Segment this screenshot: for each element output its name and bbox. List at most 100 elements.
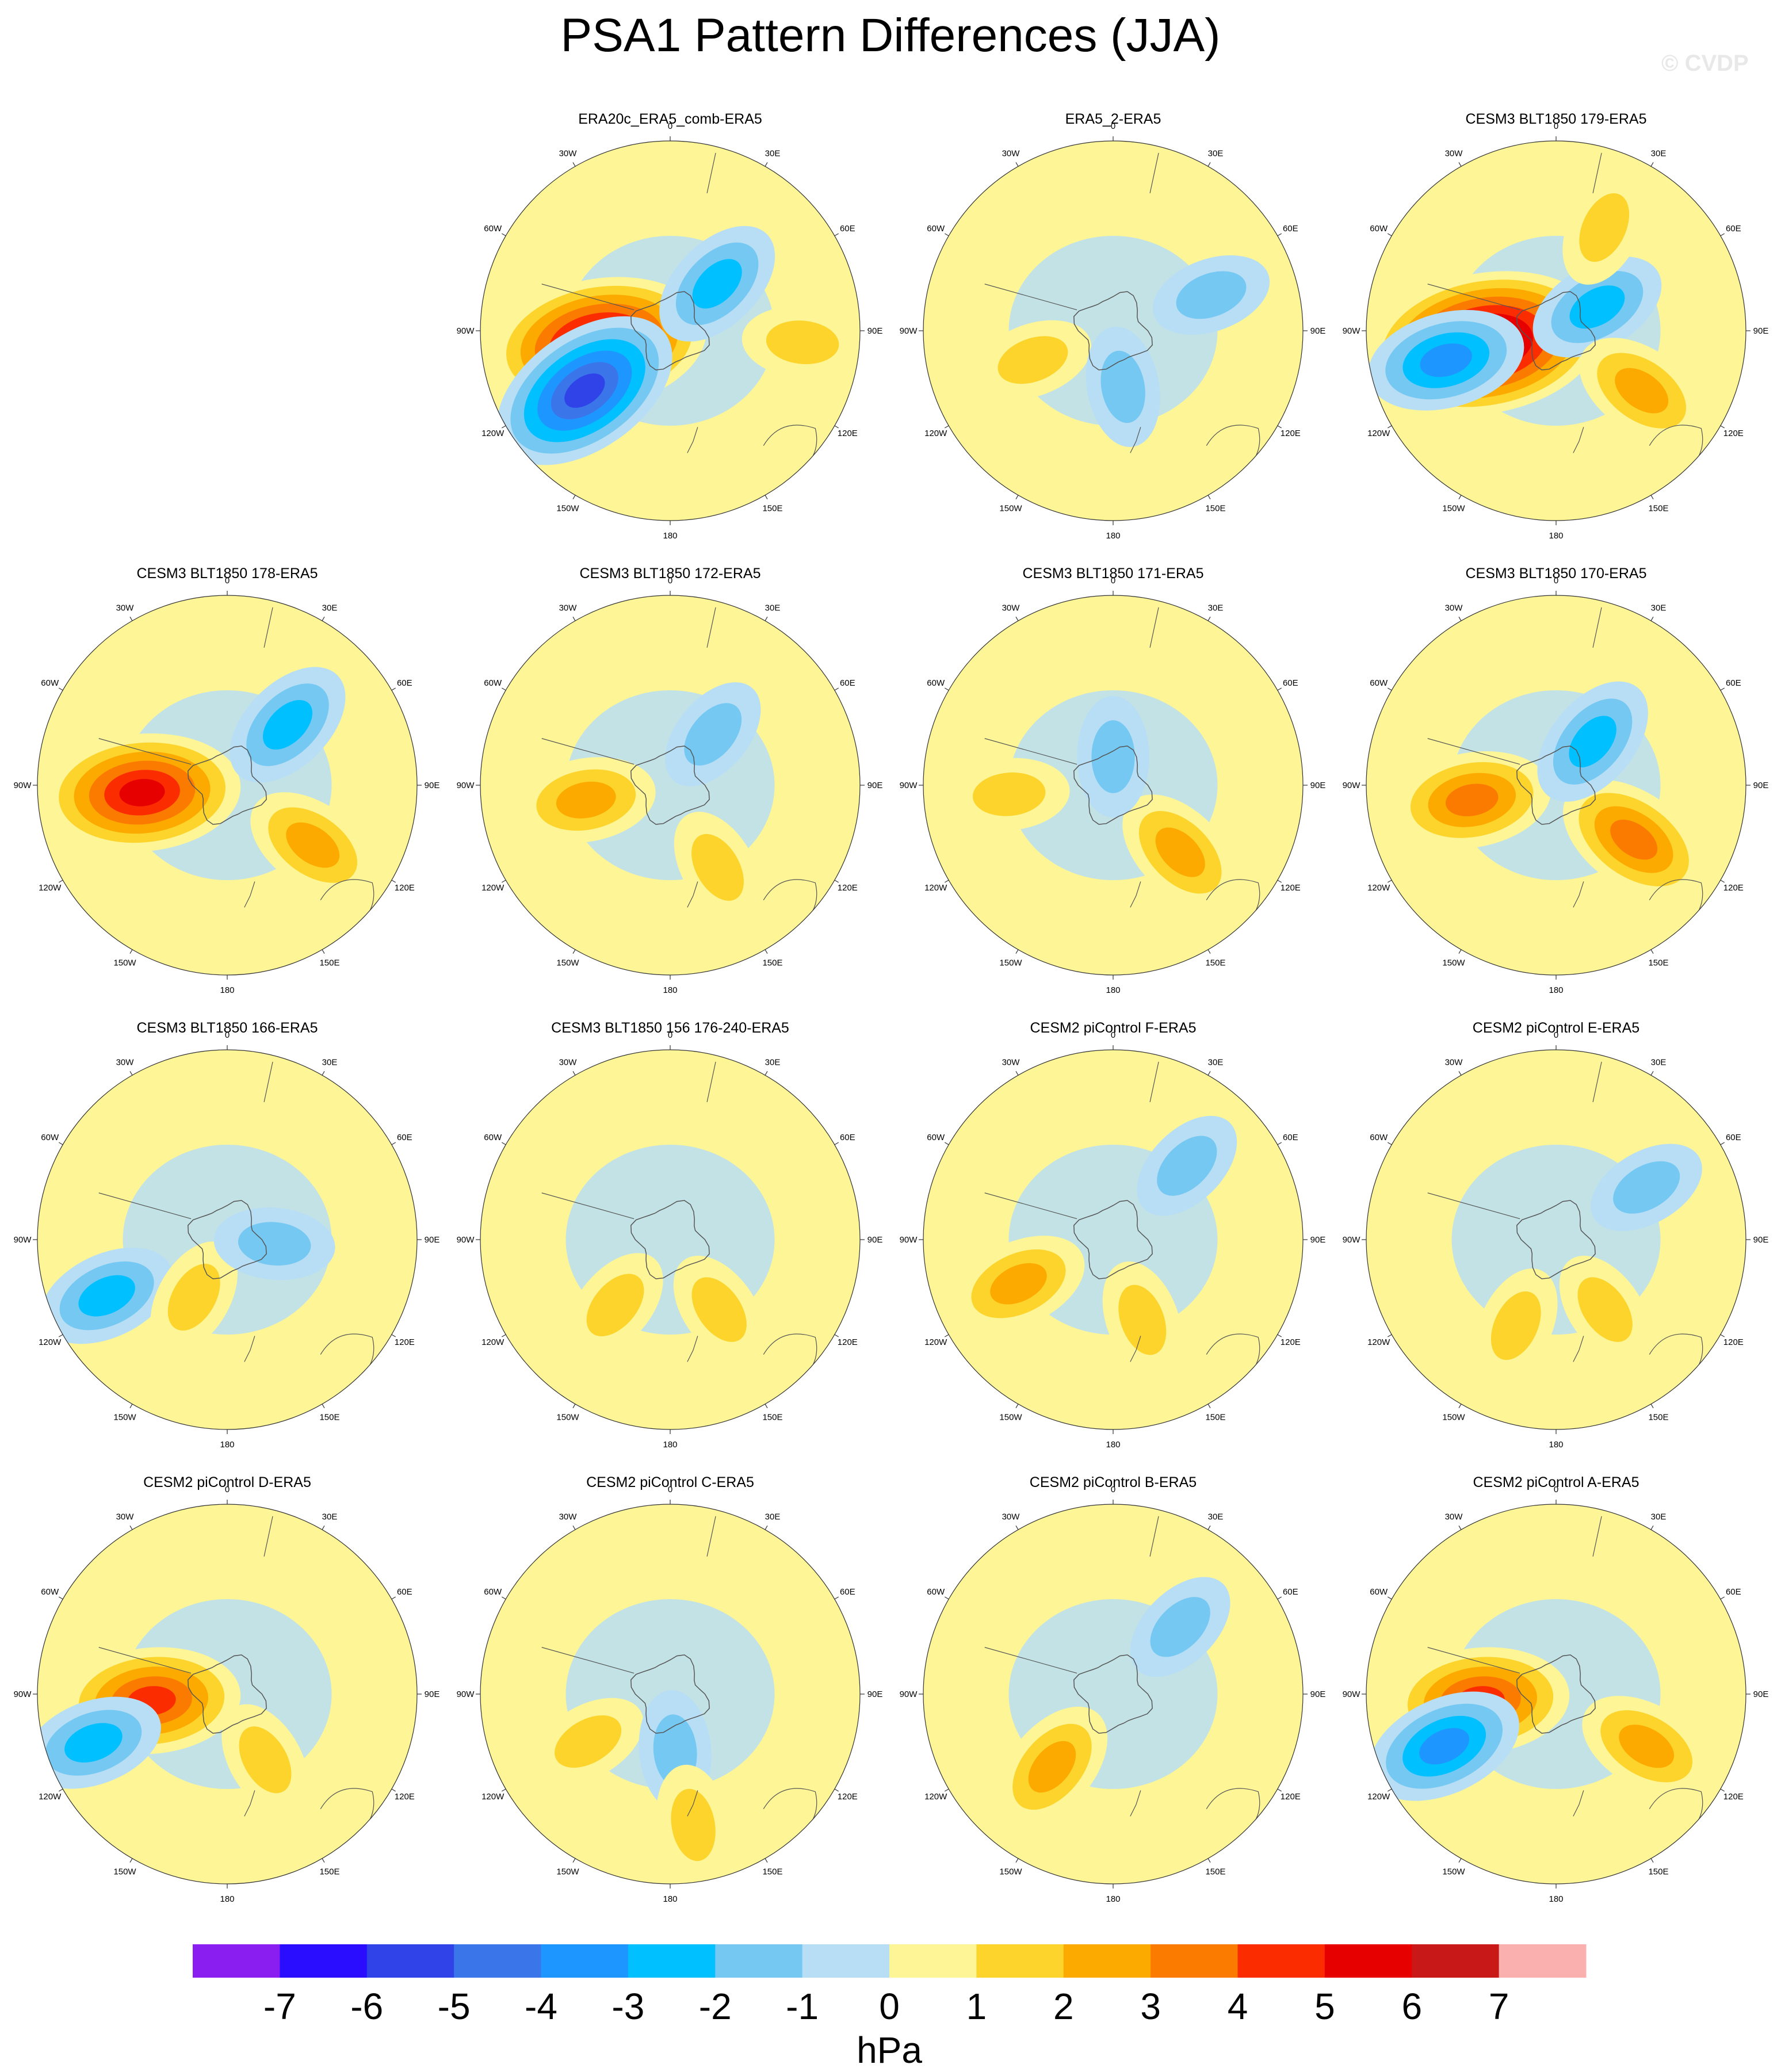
negative-anomaly-contour (1091, 720, 1135, 793)
longitude-tick (1207, 949, 1211, 954)
longitude-label: 120E (1281, 1792, 1301, 1802)
positive-anomaly-contour (990, 1263, 1047, 1305)
colorbar-tick-label: 0 (879, 1986, 900, 2027)
longitude-tick (391, 687, 396, 691)
negative-anomaly-contour (1420, 343, 1472, 377)
longitude-label: 30W (1002, 1058, 1021, 1068)
longitude-tick (572, 1525, 576, 1530)
longitude-tick (1207, 1071, 1211, 1076)
antarctica-coastline (630, 1654, 710, 1734)
colorbar-unit-label: hPa (857, 2029, 922, 2071)
longitude-label: 120E (1723, 429, 1744, 438)
longitude-tick (1015, 162, 1019, 167)
negative-anomaly-contour (64, 1723, 123, 1763)
longitude-label: 90E (1753, 1689, 1769, 1699)
longitude-label: 180 (1106, 1894, 1120, 1904)
longitude-label: 150W (999, 1867, 1022, 1876)
negative-anomaly-contour (1419, 1727, 1470, 1765)
longitude-tick (1720, 425, 1725, 429)
longitude-label: 150W (999, 503, 1022, 513)
longitude-label: 150W (999, 958, 1022, 968)
longitude-label: 60W (484, 1587, 502, 1597)
longitude-label: 120W (39, 883, 62, 893)
longitude-label: 90E (867, 781, 883, 790)
longitude-tick (501, 687, 506, 691)
longitude-tick (765, 162, 768, 167)
longitude-label: 90W (1343, 326, 1361, 336)
longitude-label: 120W (39, 1792, 62, 1802)
panel-title: CESM2 piControl E-ERA5 (1473, 1020, 1639, 1036)
peninsula-coastline (541, 738, 635, 765)
longitude-tick (1387, 880, 1392, 883)
longitude-label: 60E (840, 1587, 855, 1597)
colorbar-segment (628, 1944, 716, 1978)
colorbar-segment (1063, 1944, 1151, 1978)
longitude-tick (1387, 1596, 1392, 1600)
longitude-label: 90W (457, 326, 475, 336)
longitude-tick (834, 1142, 839, 1145)
longitude-tick (1458, 1404, 1462, 1409)
longitude-label: 90E (867, 1235, 883, 1245)
longitude-tick (1458, 616, 1462, 621)
longitude-label: 90W (900, 326, 918, 336)
negative-anomaly-contour (692, 259, 742, 309)
longitude-label: 150W (999, 1412, 1022, 1422)
panel-title: CESM3 BLT1850 166-ERA5 (137, 1020, 318, 1036)
longitude-label: 120E (838, 1792, 858, 1802)
longitude-label: 30E (1208, 149, 1224, 159)
longitude-tick (1277, 1596, 1282, 1600)
new-zealand-coastline (244, 881, 255, 908)
longitude-tick (501, 233, 506, 236)
panel-title: CESM3 BLT1850 171-ERA5 (1023, 565, 1204, 582)
positive-anomaly-contour (167, 1264, 220, 1331)
colorbar-tick-label: 2 (1053, 1986, 1074, 2027)
longitude-tick (1387, 1334, 1392, 1337)
longitude-label: 30W (116, 603, 135, 613)
peninsula-coastline (541, 1192, 635, 1220)
longitude-label: 0 (1554, 576, 1558, 586)
new-zealand-coastline (1130, 881, 1141, 908)
longitude-tick (129, 616, 133, 621)
colorbar-tick-label: -2 (699, 1986, 732, 2027)
panel-title: CESM3 BLT1850 172-ERA5 (580, 565, 761, 582)
longitude-label: 0 (225, 576, 230, 586)
longitude-label: 120W (481, 429, 505, 438)
longitude-tick (834, 880, 839, 883)
antarctica-coastline (188, 1654, 267, 1734)
longitude-tick (1015, 495, 1019, 500)
longitude-label: 60W (927, 1587, 945, 1597)
longitude-label: 120W (924, 883, 947, 893)
colorbar-segment (1499, 1944, 1587, 1978)
longitude-tick (1458, 1071, 1462, 1076)
positive-anomaly-contour (1615, 368, 1669, 414)
longitude-tick (1277, 233, 1282, 236)
longitude-label: 30W (559, 1512, 578, 1522)
panel-title: CESM3 BLT1850 178-ERA5 (137, 565, 318, 582)
longitude-label: 0 (1111, 121, 1115, 131)
longitude-tick (1015, 949, 1019, 954)
longitude-tick (1650, 1404, 1654, 1409)
peninsula-coastline (1427, 1192, 1520, 1220)
longitude-label: 30E (1651, 149, 1667, 159)
longitude-tick (501, 1596, 506, 1600)
longitude-label: 30E (765, 149, 781, 159)
longitude-label: 30E (1651, 1058, 1667, 1068)
africa-coastline (1149, 1516, 1159, 1557)
antarctica-coastline (630, 746, 710, 825)
longitude-label: 120W (924, 429, 947, 438)
longitude-label: 60E (840, 1133, 855, 1142)
longitude-label: 30E (765, 603, 781, 613)
cvdp-watermark: © CVDP (1661, 51, 1749, 76)
new-zealand-coastline (1573, 427, 1584, 453)
antarctica-coastline (1516, 1654, 1596, 1734)
longitude-tick (391, 1596, 396, 1600)
longitude-label: 30E (1651, 1512, 1667, 1522)
longitude-label: 30W (559, 1058, 578, 1068)
longitude-label: 60E (1283, 224, 1298, 234)
longitude-label: 180 (663, 1440, 677, 1450)
longitude-label: 60E (1726, 1133, 1741, 1142)
longitude-label: 150E (762, 1867, 782, 1876)
longitude-label: 30E (322, 603, 338, 613)
